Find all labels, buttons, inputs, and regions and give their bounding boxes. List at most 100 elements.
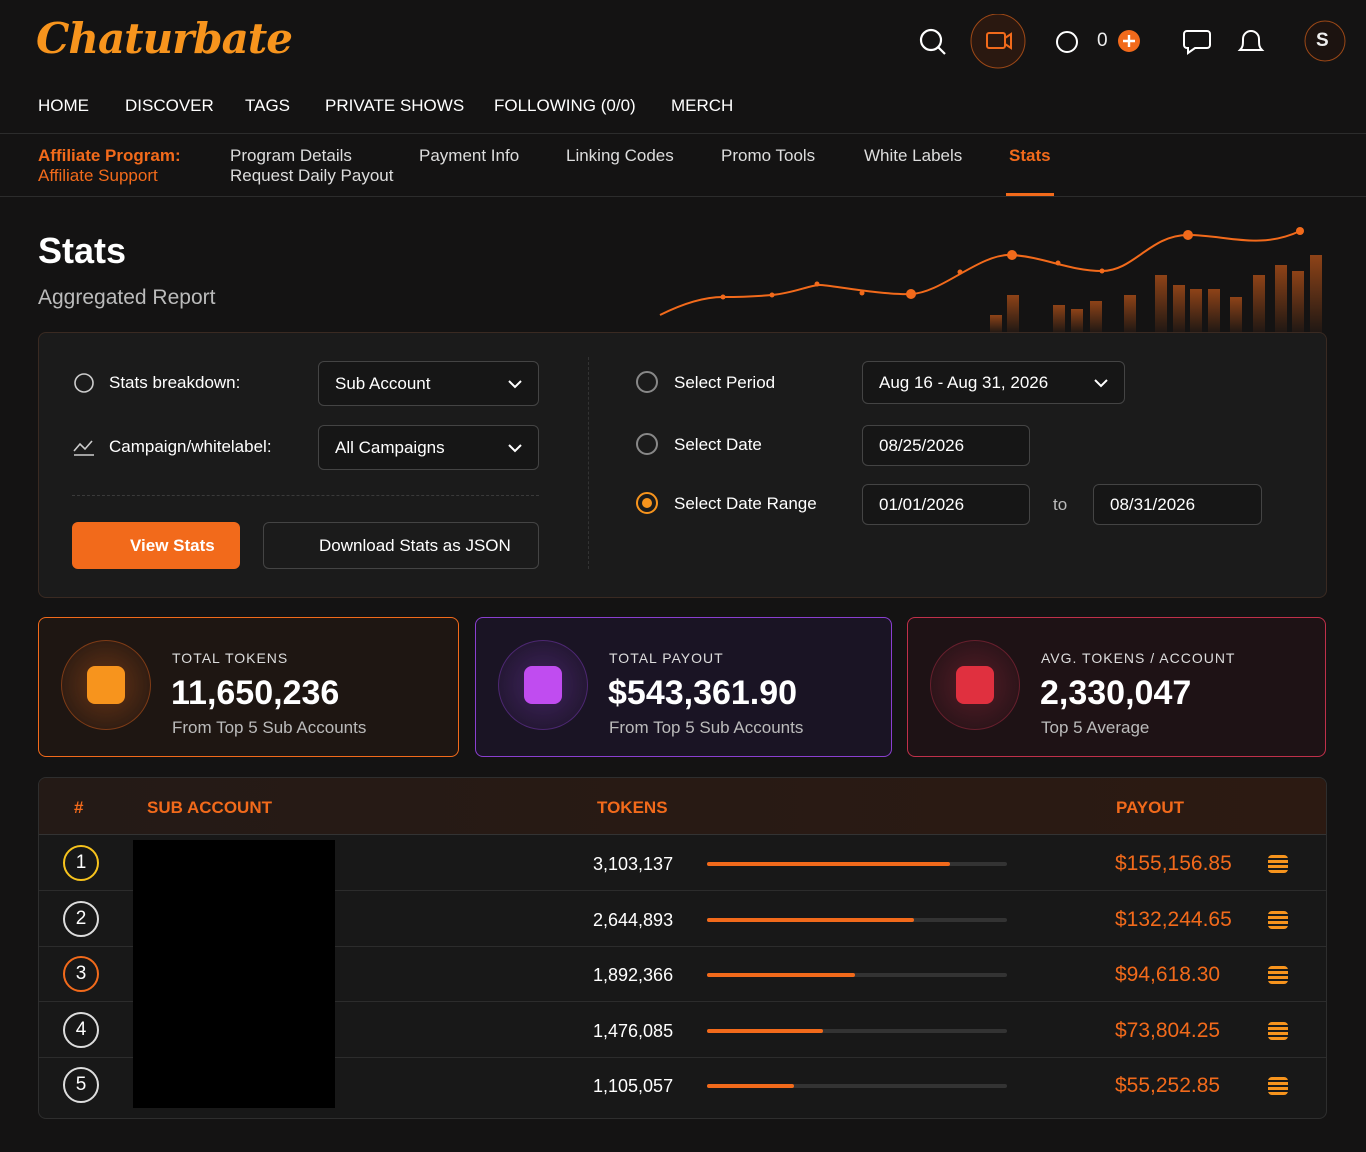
chevron bbox=[1094, 378, 1108, 387]
token-bar bbox=[707, 862, 950, 866]
card-note: From Top 5 Sub Accounts bbox=[172, 718, 367, 737]
radio-dot bbox=[642, 498, 652, 508]
nav-link[interactable]: PRIVATE SHOWS bbox=[325, 96, 465, 115]
rank-badge: 4 bbox=[63, 1011, 99, 1048]
affiliate-program: Affiliate Program: bbox=[38, 146, 181, 165]
payout: $73,804.25 bbox=[1115, 1018, 1221, 1042]
avatar[interactable]: S bbox=[1316, 30, 1329, 51]
card-note: From Top 5 Sub Accounts bbox=[609, 718, 804, 737]
coin-icon[interactable] bbox=[1268, 966, 1288, 985]
payout: $132,244.65 bbox=[1115, 907, 1232, 931]
card-icon-glyph bbox=[524, 666, 562, 704]
coin-icon[interactable] bbox=[1268, 855, 1288, 873]
range-start[interactable]: 01/01/2026 bbox=[862, 484, 1030, 525]
range-end[interactable]: 08/31/2026 bbox=[1093, 484, 1262, 525]
view-stats-button[interactable]: View Stats bbox=[72, 522, 240, 569]
radio-period[interactable] bbox=[636, 371, 658, 393]
coin-icon[interactable] bbox=[1268, 1021, 1288, 1040]
period-value: Aug 16 - Aug 31, 2026 bbox=[879, 372, 1049, 392]
redacted bbox=[133, 840, 335, 1108]
card-icon bbox=[61, 640, 151, 730]
download-button[interactable]: Download Stats as JSON bbox=[263, 522, 539, 569]
card-value: $543,361.90 bbox=[608, 674, 798, 712]
card-icon-glyph bbox=[956, 666, 994, 704]
token-bar-track bbox=[707, 1028, 1007, 1033]
token-bar-track bbox=[707, 1084, 1007, 1089]
active-indicator bbox=[1006, 193, 1054, 196]
card-label: AVG. TOKENS / ACCOUNT bbox=[1041, 650, 1236, 666]
page-subtitle: Aggregated Report bbox=[38, 286, 216, 309]
card-icon-glyph bbox=[87, 666, 125, 704]
card-value: 11,650,236 bbox=[171, 674, 340, 712]
chevron bbox=[508, 443, 522, 452]
stat-card: AVG. TOKENS / ACCOUNT 2,330,047 Top 5 Aver… bbox=[907, 617, 1326, 757]
filter-panel: Stats breakdown: Sub Account Campaign/wh… bbox=[38, 332, 1327, 598]
tokens: 1,892,366 bbox=[593, 965, 674, 986]
nav-link[interactable]: DISCOVER bbox=[125, 96, 214, 115]
range-end-value: 08/31/2026 bbox=[1110, 494, 1196, 514]
card-label: TOTAL PAYOUT bbox=[609, 650, 724, 666]
affiliate-support[interactable]: Affiliate Support bbox=[38, 166, 158, 185]
separator bbox=[588, 357, 589, 569]
range-label: Select Date Range bbox=[674, 494, 817, 513]
coin-icon[interactable] bbox=[1268, 1077, 1288, 1096]
col-sub-account: SUB ACCOUNT bbox=[147, 798, 272, 817]
header-icons bbox=[919, 14, 1346, 69]
date-value: 08/25/2026 bbox=[879, 435, 965, 455]
page-title: Stats bbox=[38, 230, 127, 271]
nav-link[interactable]: TAGS bbox=[245, 96, 291, 115]
date-input[interactable]: 08/25/2026 bbox=[862, 425, 1030, 466]
rank-badge: 2 bbox=[63, 900, 99, 937]
radio-range[interactable] bbox=[636, 492, 658, 514]
logo[interactable]: Chaturbate bbox=[36, 14, 293, 63]
token-bar-track bbox=[707, 973, 1007, 978]
card-value: 2,330,047 bbox=[1040, 674, 1192, 712]
table-row: 4 1,476,085 $73,804.25 bbox=[39, 1002, 1326, 1058]
range-start-value: 01/01/2026 bbox=[879, 494, 965, 514]
breakdown-label: Stats breakdown: bbox=[109, 373, 241, 392]
nav-link[interactable]: HOME bbox=[38, 96, 89, 115]
breakdown-select[interactable]: Sub Account bbox=[318, 361, 539, 406]
token-count: 0 bbox=[1097, 30, 1108, 51]
table-row: 1 3,103,137 $155,156.85 bbox=[39, 835, 1326, 891]
col-rank: # bbox=[74, 798, 84, 817]
tokens: 1,105,057 bbox=[593, 1076, 674, 1097]
table-header bbox=[39, 778, 1326, 835]
stats-table: # SUB ACCOUNT TOKENS PAYOUT 1 3,103,137 $1… bbox=[38, 777, 1327, 1119]
card-note: Top 5 Average bbox=[1041, 718, 1150, 737]
divider bbox=[0, 196, 1366, 197]
payout: $94,618.30 bbox=[1115, 963, 1221, 987]
rank-badge: 1 bbox=[63, 845, 99, 881]
stat-card: TOTAL TOKENS 11,650,236 From Top 5 Sub Acc… bbox=[38, 617, 459, 757]
rank-badge: 3 bbox=[63, 956, 99, 993]
subnav-link[interactable]: Payment Info bbox=[419, 146, 520, 165]
request-payout[interactable]: Request Daily Payout bbox=[230, 166, 394, 185]
payout: $55,252.85 bbox=[1115, 1074, 1221, 1098]
campaign-label: Campaign/whitelabel: bbox=[109, 437, 272, 456]
chevron bbox=[508, 379, 522, 388]
col-tokens[interactable]: TOKENS bbox=[597, 798, 668, 817]
coin-icon[interactable] bbox=[1268, 910, 1288, 929]
period-label: Select Period bbox=[674, 373, 776, 392]
stat-card: TOTAL PAYOUT $543,361.90 From Top 5 Sub Ac… bbox=[475, 617, 892, 757]
nav-link[interactable]: MERCH bbox=[671, 96, 734, 115]
breakdown-value: Sub Account bbox=[335, 373, 431, 393]
col-payout[interactable]: PAYOUT bbox=[1116, 798, 1185, 817]
subnav-link[interactable]: White Labels bbox=[864, 146, 963, 165]
subnav-link[interactable]: Promo Tools bbox=[721, 146, 816, 165]
campaign-select[interactable]: All Campaigns bbox=[318, 425, 539, 470]
program-details[interactable]: Program Details bbox=[230, 146, 352, 165]
token-bar bbox=[707, 973, 856, 978]
tokens: 2,644,893 bbox=[593, 909, 674, 930]
subnav-link[interactable]: Stats bbox=[1009, 146, 1051, 165]
filter-icons bbox=[73, 373, 94, 456]
radio-date[interactable] bbox=[636, 433, 658, 455]
tokens: 1,476,085 bbox=[593, 1020, 674, 1041]
period-select[interactable]: Aug 16 - Aug 31, 2026 bbox=[862, 361, 1125, 404]
card-label: TOTAL TOKENS bbox=[172, 650, 289, 666]
subnav-link[interactable]: Linking Codes bbox=[566, 146, 674, 165]
nav-link[interactable]: FOLLOWING (0/0) bbox=[494, 96, 636, 115]
campaign-value: All Campaigns bbox=[335, 437, 445, 457]
divider bbox=[0, 133, 1366, 134]
